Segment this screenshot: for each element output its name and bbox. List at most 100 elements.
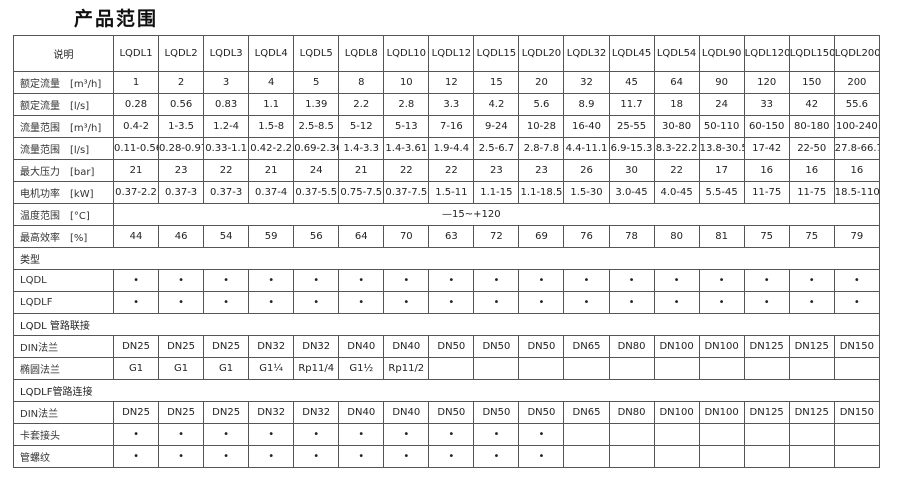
table-cell: 33 xyxy=(743,93,790,116)
row-label-text: 最高效率 xyxy=(20,233,60,244)
table-cell: 32 xyxy=(563,71,610,94)
availability-dot: • xyxy=(743,269,790,292)
table-cell xyxy=(833,445,881,468)
temperature-value: —15~+120 xyxy=(113,203,880,226)
table-cell xyxy=(698,423,745,446)
row-label: LQDLF xyxy=(13,291,114,314)
model-header: LQDL12 xyxy=(428,35,475,72)
table-cell: DN50 xyxy=(518,335,565,358)
table-cell: 0.28 xyxy=(112,93,160,116)
table-cell: 100-240 xyxy=(833,115,881,138)
row-unit: [bar] xyxy=(70,167,95,178)
table-cell: 22 xyxy=(653,159,700,182)
availability-dot: • xyxy=(743,291,790,314)
availability-dot: • xyxy=(293,291,340,314)
availability-dot: • xyxy=(428,269,475,292)
table-cell: DN40 xyxy=(338,401,385,424)
table-cell: 21 xyxy=(338,159,385,182)
table-cell: DN40 xyxy=(338,335,385,358)
row-label: 椭圆法兰 xyxy=(13,357,114,380)
row-label: 卡套接头 xyxy=(13,423,114,446)
availability-dot: • xyxy=(518,291,565,314)
table-cell: 27.8-66.7 xyxy=(833,137,881,160)
table-cell: DN50 xyxy=(518,401,565,424)
availability-dot: • xyxy=(248,291,295,314)
table-cell: DN65 xyxy=(563,401,610,424)
table-cell: 3 xyxy=(203,71,250,94)
table-cell: DN32 xyxy=(293,401,340,424)
table-cell: DN100 xyxy=(653,401,700,424)
availability-dot: • xyxy=(653,291,700,314)
table-cell: 1-3.5 xyxy=(158,115,205,138)
availability-dot: • xyxy=(383,423,430,446)
table-cell: 16-40 xyxy=(563,115,610,138)
table-cell: 22 xyxy=(428,159,475,182)
table-cell: Rp11/2 xyxy=(383,357,430,380)
table-cell: 0.37-3 xyxy=(203,181,250,204)
table-cell xyxy=(653,423,700,446)
table-cell: 4.2 xyxy=(473,93,520,116)
table-cell xyxy=(473,357,520,380)
table-cell: 8.3-22.2 xyxy=(653,137,700,160)
table-cell: 4.4-11.1 xyxy=(563,137,610,160)
table-cell: 79 xyxy=(833,225,881,248)
availability-dot: • xyxy=(338,423,385,446)
table-cell: 1.1-15 xyxy=(473,181,520,204)
table-cell: 75 xyxy=(743,225,790,248)
table-cell: 81 xyxy=(698,225,745,248)
lqdlf-connection-section: LQDLF管路连接 xyxy=(13,379,880,402)
table-cell: 24 xyxy=(698,93,745,116)
table-cell: DN80 xyxy=(608,335,655,358)
table-cell: 2.8-7.8 xyxy=(518,137,565,160)
model-header: LQDL200 xyxy=(833,35,881,72)
model-header: LQDL2 xyxy=(158,35,205,72)
table-cell: 150 xyxy=(788,71,835,94)
row-label-text: 卡套接头 xyxy=(20,431,60,442)
availability-dot: • xyxy=(518,269,565,292)
table-cell: DN125 xyxy=(788,335,835,358)
table-cell: 7-16 xyxy=(428,115,475,138)
table-cell: 4 xyxy=(248,71,295,94)
table-cell: 22-50 xyxy=(788,137,835,160)
row-unit: [m³/h] xyxy=(70,123,102,134)
table-cell: 11-75 xyxy=(788,181,835,204)
table-cell xyxy=(833,423,881,446)
table-cell: 70 xyxy=(383,225,430,248)
table-cell: G1¼ xyxy=(248,357,295,380)
row-label-text: 额定流量 xyxy=(20,101,60,112)
table-row: 椭圆法兰 G1 G1 G1 G1¼ Rp11/4 G1½ Rp11/2 xyxy=(13,357,881,380)
table-cell: 8 xyxy=(338,71,385,94)
table-cell xyxy=(833,357,881,380)
table-cell: 5-13 xyxy=(383,115,430,138)
table-cell: 0.56 xyxy=(158,93,205,116)
table-cell: 22 xyxy=(203,159,250,182)
model-header: LQDL5 xyxy=(293,35,340,72)
availability-dot: • xyxy=(473,445,520,468)
availability-dot: • xyxy=(293,423,340,446)
table-cell: 0.37-3 xyxy=(158,181,205,204)
table-cell: 50-110 xyxy=(698,115,745,138)
table-cell: DN40 xyxy=(383,335,430,358)
table-cell xyxy=(608,445,655,468)
row-unit: [kW] xyxy=(70,189,94,200)
section-heading: LQDL 管路联接 xyxy=(13,313,880,336)
table-cell: 0.69-2.36 xyxy=(293,137,340,160)
table-row: 额定流量 [m³/h] 1 2 3 4 5 8 10 12 15 20 32 45 64 90 120 150 20… xyxy=(13,71,881,94)
table-cell: 0.37-7.5 xyxy=(383,181,430,204)
table-row: LQDL • • • • • • • • • • • • • • • • • xyxy=(13,269,881,292)
table-cell: 0.75-7.5 xyxy=(338,181,385,204)
row-label-text: 管螺纹 xyxy=(20,453,50,464)
table-cell: 23 xyxy=(518,159,565,182)
row-label-text: 电机功率 xyxy=(20,189,60,200)
table-cell: 16 xyxy=(743,159,790,182)
table-cell: 56 xyxy=(293,225,340,248)
table-cell: 0.37-4 xyxy=(248,181,295,204)
table-cell xyxy=(653,445,700,468)
table-cell: 0.28-0.97 xyxy=(158,137,205,160)
table-cell xyxy=(788,423,835,446)
table-cell: DN25 xyxy=(112,335,160,358)
table-cell: 11-75 xyxy=(743,181,790,204)
availability-dot: • xyxy=(833,291,881,314)
availability-dot: • xyxy=(158,269,205,292)
table-cell: 23 xyxy=(473,159,520,182)
